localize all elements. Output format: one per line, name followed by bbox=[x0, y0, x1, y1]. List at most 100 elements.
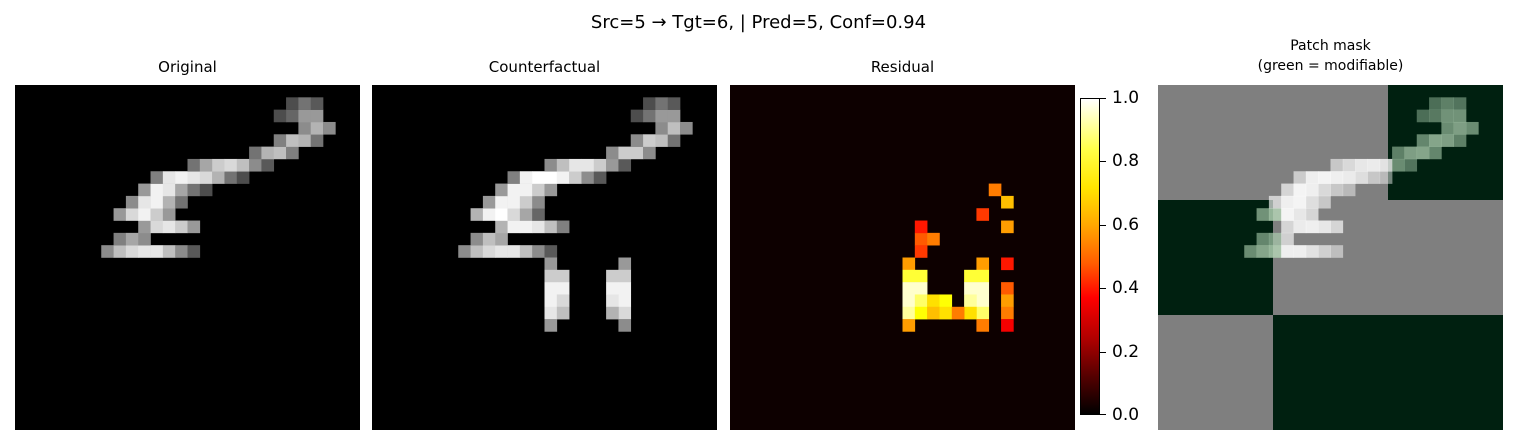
counterfactual-pixel bbox=[618, 306, 632, 320]
original-pixel bbox=[298, 134, 312, 147]
mask-digit-pixel bbox=[1305, 220, 1319, 234]
original-pixel bbox=[273, 134, 287, 147]
counterfactual-pixel bbox=[581, 171, 595, 184]
mask-digit-pixel bbox=[1404, 146, 1418, 160]
colorbar-tick-mark bbox=[1100, 352, 1106, 353]
residual-pixel bbox=[976, 208, 990, 221]
mask-digit-pixel bbox=[1268, 195, 1282, 209]
residual-pixel bbox=[902, 269, 916, 283]
mask-digit-pixel bbox=[1441, 121, 1455, 135]
mask-digit-pixel bbox=[1318, 245, 1331, 258]
counterfactual-pixel bbox=[569, 171, 582, 184]
colorbar-tick-label: 0.0 bbox=[1112, 405, 1140, 425]
counterfactual-pixel bbox=[606, 269, 619, 283]
mask-digit-pixel bbox=[1281, 220, 1294, 234]
colorbar-tick-label: 1.0 bbox=[1112, 88, 1140, 108]
counterfactual-pixel bbox=[519, 245, 533, 258]
counterfactual-pixel bbox=[458, 245, 471, 258]
residual-pixel bbox=[976, 306, 990, 320]
colorbar-tick-mark bbox=[1100, 98, 1106, 99]
mask-digit-pixel bbox=[1453, 134, 1467, 147]
original-pixel bbox=[187, 245, 201, 258]
mask-digit-pixel bbox=[1256, 232, 1270, 246]
counterfactual-pixel bbox=[618, 158, 632, 172]
counterfactual-pixel bbox=[556, 306, 570, 320]
panel-counterfactual bbox=[372, 85, 717, 430]
mask-digit-pixel bbox=[1429, 109, 1442, 123]
original-pixel bbox=[138, 245, 151, 258]
counterfactual-pixel bbox=[618, 257, 632, 271]
mask-digit-pixel bbox=[1342, 171, 1356, 184]
counterfactual-pixel bbox=[667, 109, 681, 123]
counterfactual-pixel bbox=[470, 245, 484, 258]
counterfactual-pixel bbox=[482, 245, 496, 258]
counterfactual-pixel bbox=[556, 158, 570, 172]
original-pixel bbox=[138, 232, 151, 246]
residual-pixel bbox=[1001, 257, 1014, 271]
mask-digit-pixel bbox=[1441, 97, 1455, 110]
original-pixel bbox=[323, 121, 336, 135]
counterfactual-image-heatmap bbox=[372, 85, 717, 430]
original-pixel bbox=[261, 146, 275, 160]
mask-digit-pixel bbox=[1355, 158, 1368, 172]
original-pixel bbox=[162, 171, 176, 184]
counterfactual-pixel bbox=[581, 158, 595, 172]
original-pixel bbox=[286, 134, 299, 147]
colorbar-axis: 0.0 0.2 0.4 0.6 0.8 1.0 bbox=[1100, 88, 1160, 425]
counterfactual-pixel bbox=[507, 220, 521, 234]
counterfactual-pixel bbox=[482, 208, 496, 221]
original-pixel bbox=[150, 220, 164, 234]
mask-digit-pixel bbox=[1268, 208, 1282, 221]
mask-digit-pixel bbox=[1281, 232, 1294, 246]
original-pixel bbox=[273, 146, 287, 160]
original-pixel bbox=[187, 171, 201, 184]
residual-pixel bbox=[902, 306, 916, 320]
counterfactual-pixel bbox=[519, 220, 533, 234]
residual-pixel bbox=[976, 282, 990, 295]
counterfactual-pixel bbox=[482, 232, 496, 246]
panel-title-original: Original bbox=[158, 58, 217, 76]
original-pixel bbox=[125, 232, 139, 246]
mask-digit-pixel bbox=[1318, 183, 1331, 197]
original-pixel bbox=[150, 195, 164, 209]
residual-pixel bbox=[939, 294, 953, 308]
mask-patch-modifiable bbox=[1388, 315, 1503, 430]
original-pixel bbox=[162, 245, 176, 258]
original-pixel bbox=[175, 220, 188, 234]
counterfactual-pixel bbox=[618, 319, 632, 332]
residual-pixel bbox=[976, 257, 990, 271]
residual-pixel bbox=[927, 294, 940, 308]
mask-digit-pixel bbox=[1453, 121, 1467, 135]
residual-pixel bbox=[902, 294, 916, 308]
counterfactual-pixel bbox=[532, 208, 545, 221]
original-pixel bbox=[249, 146, 262, 160]
mask-patch-fixed bbox=[1158, 85, 1274, 201]
counterfactual-pixel bbox=[643, 146, 656, 160]
counterfactual-pixel bbox=[544, 319, 558, 332]
counterfactual-pixel bbox=[618, 294, 632, 308]
counterfactual-pixel bbox=[519, 183, 533, 197]
original-pixel bbox=[150, 208, 164, 221]
mask-digit-pixel bbox=[1293, 171, 1307, 184]
counterfactual-pixel bbox=[495, 245, 508, 258]
original-pixel bbox=[175, 183, 188, 197]
counterfactual-pixel bbox=[569, 158, 582, 172]
colorbar-tick-label: 0.4 bbox=[1112, 278, 1140, 298]
mask-digit-pixel bbox=[1429, 146, 1442, 160]
residual-pixel bbox=[988, 183, 1002, 197]
mask-digit-pixel bbox=[1355, 171, 1368, 184]
mask-patch-modifiable bbox=[1273, 315, 1389, 430]
counterfactual-pixel bbox=[544, 269, 558, 283]
original-pixel bbox=[187, 183, 201, 197]
mask-digit-pixel bbox=[1379, 158, 1393, 172]
counterfactual-pixel bbox=[544, 306, 558, 320]
residual-pixel bbox=[902, 257, 916, 271]
original-pixel bbox=[113, 208, 127, 221]
original-pixel bbox=[224, 171, 238, 184]
original-pixel bbox=[138, 220, 151, 234]
original-pixel bbox=[236, 171, 250, 184]
counterfactual-pixel bbox=[655, 134, 669, 147]
original-pixel bbox=[125, 208, 139, 221]
mask-digit-pixel bbox=[1256, 245, 1270, 258]
original-pixel bbox=[249, 158, 262, 172]
